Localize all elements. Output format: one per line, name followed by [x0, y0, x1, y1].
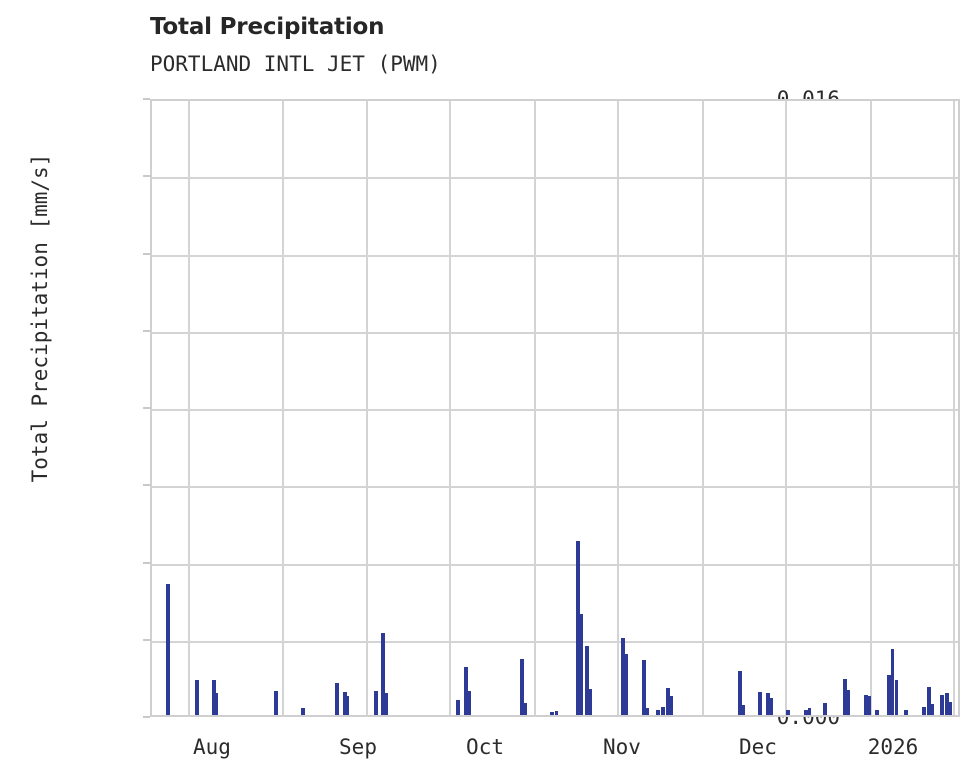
bar — [757, 691, 762, 715]
gridline-vertical — [616, 101, 619, 715]
bar — [301, 707, 305, 715]
bar — [875, 710, 879, 715]
gridline-horizontal — [152, 486, 958, 489]
bar — [467, 691, 471, 715]
x-axis-tick-label: Aug — [192, 735, 231, 759]
x-axis-tick-label: Sep — [339, 735, 377, 759]
gridline-vertical — [701, 101, 704, 715]
gridline-horizontal — [152, 177, 958, 180]
bar — [519, 659, 524, 715]
bar — [646, 708, 650, 715]
plot-area — [150, 99, 960, 717]
bar — [464, 667, 468, 715]
bar — [863, 694, 868, 715]
bar — [666, 687, 670, 715]
bar — [895, 680, 898, 715]
bar — [803, 709, 808, 715]
bar — [345, 696, 349, 715]
bar — [927, 687, 931, 715]
bar — [641, 659, 646, 715]
y-axis-tick-mark — [143, 175, 150, 178]
x-axis-tick-label: Oct — [466, 735, 504, 759]
page-title: Total Precipitation — [150, 14, 385, 40]
bar — [944, 692, 949, 715]
y-axis-tick-mark — [143, 252, 150, 255]
gridline-vertical — [365, 101, 368, 715]
y-axis-tick-mark — [143, 561, 150, 564]
bar — [823, 703, 827, 715]
bar — [669, 696, 673, 715]
bar — [843, 679, 847, 715]
bar — [166, 584, 170, 715]
gridline-vertical — [188, 101, 191, 715]
bar — [380, 633, 385, 715]
gridline-horizontal — [152, 409, 958, 411]
bar — [742, 705, 745, 715]
gridline-vertical — [533, 101, 536, 715]
y-axis-tick-mark — [143, 638, 150, 641]
bar — [215, 693, 219, 715]
bar — [625, 653, 629, 715]
bar — [385, 692, 389, 715]
bar — [585, 645, 589, 715]
gridline-vertical — [784, 101, 787, 715]
x-axis-tick-label: 2026 — [867, 735, 919, 759]
gridline-horizontal — [152, 640, 958, 643]
bar — [939, 694, 944, 715]
gridline-vertical — [870, 101, 873, 715]
bar — [334, 683, 339, 715]
chart-subtitle: PORTLAND INTL JET (PWM) — [150, 52, 441, 76]
bar — [886, 674, 891, 715]
bar — [554, 710, 558, 715]
bar — [949, 701, 953, 715]
bar — [588, 689, 592, 715]
bar — [785, 709, 790, 715]
bar — [195, 680, 199, 715]
bar — [550, 711, 554, 715]
gridline-vertical — [281, 101, 284, 715]
x-axis-tick-label: Nov — [603, 735, 641, 759]
bar — [890, 648, 894, 715]
y-axis-tick-mark — [143, 484, 150, 487]
bar — [770, 698, 774, 715]
y-axis-tick-mark — [143, 407, 150, 409]
gridline-horizontal — [152, 254, 958, 257]
y-axis-tick-mark — [143, 329, 150, 332]
gridline-vertical — [952, 101, 955, 715]
bar — [765, 692, 770, 715]
bar — [374, 691, 378, 715]
bar — [661, 707, 665, 715]
bar — [808, 708, 812, 715]
x-axis-tick-label: Dec — [739, 735, 777, 759]
y-axis-tick-mark — [143, 98, 150, 100]
bar — [655, 709, 660, 715]
bar — [930, 703, 934, 715]
bar — [921, 706, 926, 715]
bar — [868, 696, 872, 715]
y-axis-tick-mark — [143, 716, 150, 718]
bar — [273, 690, 278, 715]
bar — [620, 638, 625, 715]
bar — [342, 691, 347, 715]
bar — [576, 541, 580, 715]
bar — [738, 670, 742, 715]
bar — [580, 613, 583, 715]
gridline-vertical — [448, 101, 451, 715]
bar — [524, 703, 528, 715]
bar — [455, 700, 460, 715]
gridline-horizontal — [152, 563, 958, 566]
gridline-horizontal — [152, 331, 958, 334]
bar — [846, 689, 850, 715]
bar — [211, 679, 216, 715]
bar — [904, 709, 908, 715]
